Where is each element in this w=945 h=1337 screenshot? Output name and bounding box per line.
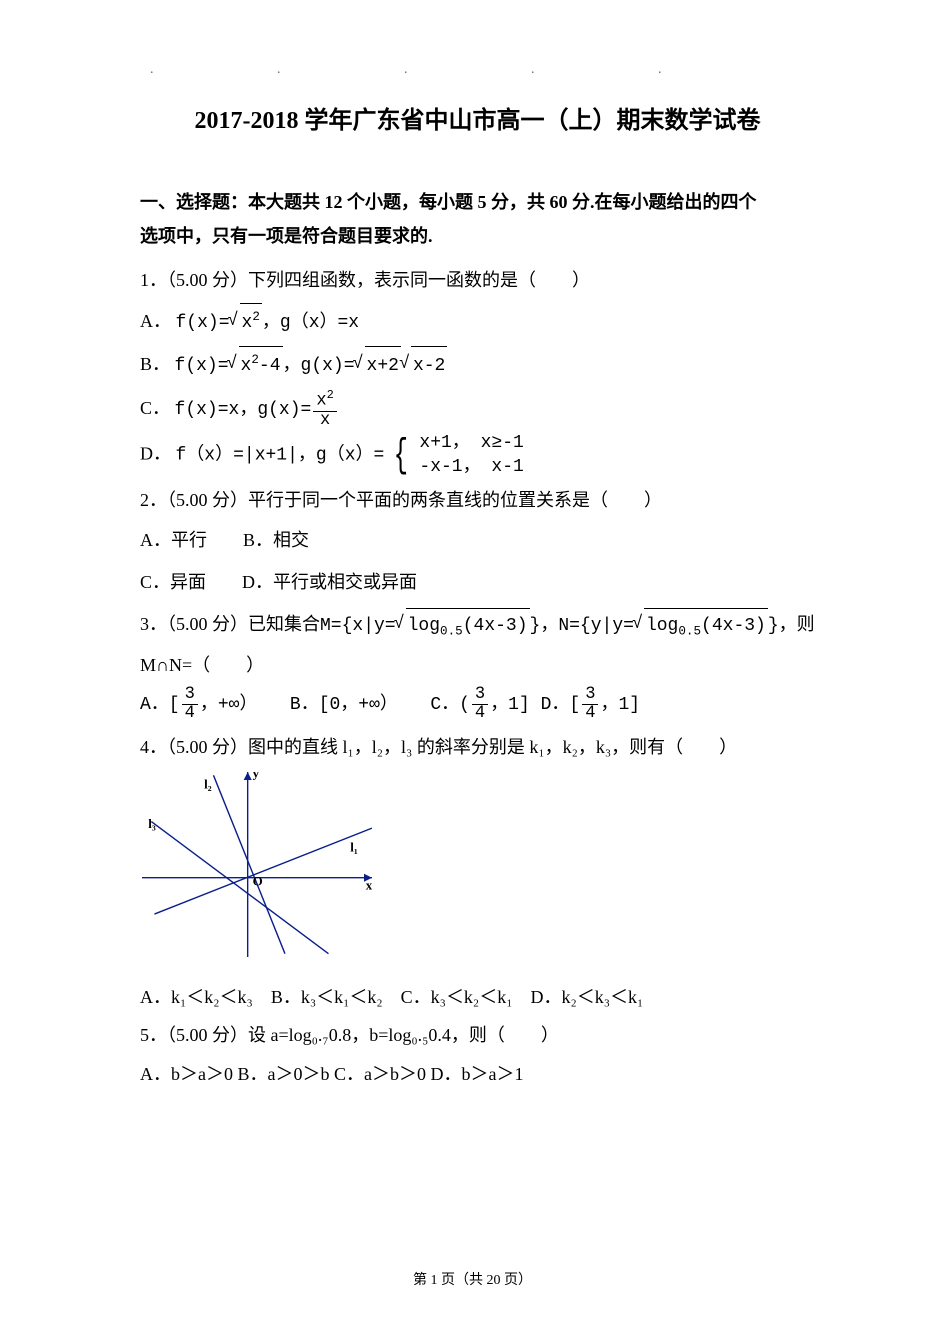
slope-plot: l₁ l₂ l₃ Ox y bbox=[142, 772, 372, 957]
optB-mid: ，g(x)= bbox=[283, 356, 355, 376]
optA-fx: f(x)= bbox=[176, 313, 230, 333]
optC-den: x bbox=[313, 412, 336, 430]
optD-l2: -x-1， x-1 bbox=[419, 456, 523, 479]
optC-label: C． bbox=[140, 398, 170, 418]
q3A-num: 3 bbox=[182, 686, 198, 705]
q1-optA: A． f(x)= x2，g（x）=x bbox=[140, 302, 815, 344]
optB-label: B． bbox=[140, 354, 170, 374]
q3C-tail: ，1] bbox=[490, 695, 540, 715]
q3-sub2: 0.5 bbox=[678, 624, 701, 638]
optD-brace: { x+1， x≥-1 -x-1， x-1 bbox=[389, 432, 524, 479]
optA-label: A． bbox=[140, 311, 171, 331]
svg-text:x: x bbox=[366, 878, 372, 893]
q3-log2: log bbox=[646, 616, 678, 636]
optD-label: D． bbox=[140, 444, 171, 464]
svg-text:y: y bbox=[253, 772, 260, 780]
q2-rowAB: A．平行 B．相交 bbox=[140, 521, 815, 561]
optC-num-s: 2 bbox=[327, 388, 334, 402]
optC-fx: f(x)=x，g(x)= bbox=[175, 400, 312, 420]
q3C-pre: C．( bbox=[430, 695, 470, 715]
section-heading: 一、选择题：本大题共 12 个小题，每小题 5 分，共 60 分.在每小题给出的… bbox=[140, 185, 815, 253]
q5-stem: 5．（5.00 分）设 a=log₀.₇0.8，b=log₀.₅0.4，则（ ） bbox=[140, 1018, 815, 1052]
optB-s3: x-2 bbox=[411, 346, 447, 387]
optB-s1a: x bbox=[241, 356, 252, 376]
q3-tail: }，则 bbox=[768, 616, 815, 636]
q4-figure: l₁ l₂ l₃ Ox y bbox=[142, 772, 815, 962]
q3-line2: M∩N=（ ） bbox=[140, 648, 815, 682]
q3D-den: 4 bbox=[582, 705, 598, 723]
optB-s2: x+2 bbox=[365, 346, 401, 387]
q3-opt-row: A．[34，+∞） B．[0，+∞） C．(34，1] D．[34，1] bbox=[140, 686, 815, 726]
q3A-den: 4 bbox=[182, 705, 198, 723]
q3-meq: M={x|y= bbox=[320, 616, 396, 636]
q3D-pre: D．[ bbox=[541, 695, 581, 715]
svg-text:O: O bbox=[253, 874, 263, 889]
optA-sqrt-sup: 2 bbox=[252, 310, 260, 324]
q3-sub1: 0.5 bbox=[440, 624, 463, 638]
optB-s1s: 2 bbox=[251, 353, 259, 367]
q3-arg2: (4x-3) bbox=[701, 616, 766, 636]
q3C-num: 3 bbox=[472, 686, 488, 705]
section-line2: 选项中，只有一项是符合题目要求的. bbox=[140, 226, 433, 246]
section-line1: 一、选择题：本大题共 12 个小题，每小题 5 分，共 60 分.在每小题给出的… bbox=[140, 192, 757, 212]
q1-stem: 1．（5.00 分）下列四组函数，表示同一函数的是（ ） bbox=[140, 263, 815, 297]
svg-text:l₃: l₃ bbox=[148, 816, 156, 831]
q3-log1: log bbox=[408, 616, 440, 636]
svg-text:l₂: l₂ bbox=[204, 777, 212, 792]
q3-stem: 3．（5.00 分）已知集合M={x|y=log0.5(4x-3)}，N={y|… bbox=[140, 607, 815, 645]
q3-options: A．[34，+∞） B．[0，+∞） C．(34，1] D．[34，1] bbox=[140, 686, 815, 726]
optB-fx: f(x)= bbox=[175, 356, 229, 376]
q3-mid: }，N={y|y= bbox=[530, 616, 634, 636]
exam-title: 2017-2018 学年广东省中山市高一（上）期末数学试卷 bbox=[140, 100, 815, 135]
page: . . . . . 2017-2018 学年广东省中山市高一（上）期末数学试卷 … bbox=[0, 0, 945, 1337]
q2-rowCD: C．异面 D．平行或相交或异面 bbox=[140, 563, 815, 603]
page-footer: 第 1 页（共 20 页） bbox=[0, 1269, 945, 1289]
q3-arg1: (4x-3) bbox=[463, 616, 528, 636]
q1-optD: D． f（x）=|x+1|，g（x）= { x+1， x≥-1 -x-1， x-… bbox=[140, 432, 815, 479]
q1-options: A． f(x)=x2，g（x）=x B． f(x)=x2-4，g(x)=x+2x… bbox=[140, 302, 815, 480]
q3D-tail: ，1] bbox=[600, 695, 640, 715]
q3A-tail: ，+∞） bbox=[200, 695, 258, 715]
q3-pre: 3．（5.00 分）已知集合 bbox=[140, 614, 320, 634]
q5-options: A．b＞a＞0 B．a＞0＞b C．a＞b＞0 D．b＞a＞1 bbox=[140, 1057, 815, 1091]
optA-tail: ，g（x）=x bbox=[262, 313, 359, 333]
optD-head: f（x）=|x+1|，g（x）= bbox=[176, 446, 385, 466]
q2-stem: 2．（5.00 分）平行于同一个平面的两条直线的位置关系是（ ） bbox=[140, 483, 815, 517]
svg-text:l₁: l₁ bbox=[350, 839, 358, 854]
optC-num-b: x bbox=[316, 392, 326, 411]
q1-optB: B． f(x)= x2-4，g(x)= x+2 x-2 bbox=[140, 345, 815, 387]
q2-options: A．平行 B．相交 C．异面 D．平行或相交或异面 bbox=[140, 521, 815, 602]
q3C-den: 4 bbox=[472, 705, 488, 723]
q3B: B．[0，+∞） bbox=[290, 695, 398, 715]
optD-l1: x+1， x≥-1 bbox=[419, 432, 523, 455]
q3D-num: 3 bbox=[582, 686, 598, 705]
optB-s1t: -4 bbox=[259, 356, 281, 376]
q1-optC: C． f(x)=x，g(x)=x2x bbox=[140, 389, 815, 431]
q3A-pre: A．[ bbox=[140, 695, 180, 715]
optA-sqrt-arg: x bbox=[242, 313, 253, 333]
q4-options: A．k₁＜k₂＜k₃ B．k₃＜k₁＜k₂ C．k₃＜k₂＜k₁ D．k₂＜k₃… bbox=[140, 980, 815, 1014]
header-dots: . . . . . bbox=[150, 62, 835, 78]
q4-stem: 4．（5.00 分）图中的直线 l₁，l₂，l₃ 的斜率分别是 k₁，k₂，k₃… bbox=[140, 730, 815, 764]
